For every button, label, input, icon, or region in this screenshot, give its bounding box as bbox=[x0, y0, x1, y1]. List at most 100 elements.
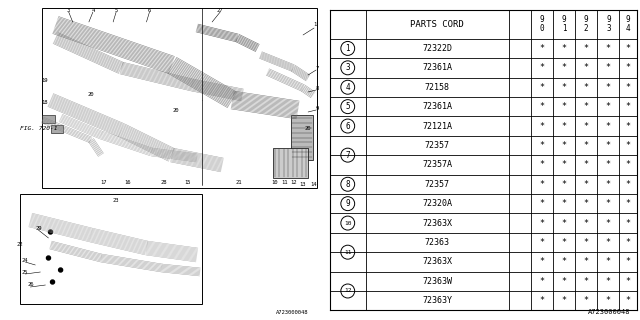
Text: *: * bbox=[606, 180, 611, 189]
Text: 4: 4 bbox=[92, 7, 95, 12]
Text: *: * bbox=[626, 257, 630, 266]
Text: PARTS CORD: PARTS CORD bbox=[410, 20, 464, 29]
Text: A723000048: A723000048 bbox=[276, 310, 308, 315]
Text: 9: 9 bbox=[606, 15, 611, 24]
Text: 72322D: 72322D bbox=[422, 44, 452, 53]
Text: *: * bbox=[540, 277, 544, 286]
Text: 14: 14 bbox=[310, 182, 316, 188]
Text: 10: 10 bbox=[344, 220, 351, 226]
Text: 9: 9 bbox=[346, 199, 350, 208]
Text: 0: 0 bbox=[540, 24, 544, 33]
Text: 3: 3 bbox=[346, 63, 350, 72]
Text: *: * bbox=[584, 257, 589, 266]
Text: *: * bbox=[626, 83, 630, 92]
Text: *: * bbox=[561, 296, 566, 305]
Text: *: * bbox=[561, 141, 566, 150]
Text: 6: 6 bbox=[148, 7, 151, 12]
Text: *: * bbox=[540, 141, 544, 150]
Text: 28: 28 bbox=[161, 180, 167, 185]
Text: 11: 11 bbox=[344, 250, 351, 255]
Text: 72361A: 72361A bbox=[422, 102, 452, 111]
Bar bbox=[291, 115, 313, 160]
Text: 6: 6 bbox=[346, 122, 350, 131]
Bar bbox=[42, 8, 317, 188]
Text: *: * bbox=[626, 180, 630, 189]
Text: *: * bbox=[584, 296, 589, 305]
Text: *: * bbox=[584, 199, 589, 208]
Text: 8: 8 bbox=[346, 180, 350, 189]
Text: *: * bbox=[626, 102, 630, 111]
Text: *: * bbox=[584, 180, 589, 189]
Text: *: * bbox=[540, 219, 544, 228]
Text: *: * bbox=[584, 44, 589, 53]
Text: 72363W: 72363W bbox=[422, 277, 452, 286]
Text: 16: 16 bbox=[124, 180, 131, 185]
Text: *: * bbox=[626, 277, 630, 286]
Text: 20: 20 bbox=[88, 92, 94, 98]
Text: *: * bbox=[606, 199, 611, 208]
Text: 9: 9 bbox=[584, 15, 588, 24]
Text: 72361A: 72361A bbox=[422, 63, 452, 72]
Text: *: * bbox=[540, 63, 544, 72]
Text: 12: 12 bbox=[291, 180, 297, 185]
Text: 9: 9 bbox=[540, 15, 544, 24]
Text: *: * bbox=[561, 44, 566, 53]
Text: 21: 21 bbox=[235, 180, 242, 185]
Text: 72357: 72357 bbox=[425, 141, 450, 150]
Text: *: * bbox=[561, 83, 566, 92]
Text: 15: 15 bbox=[184, 180, 191, 185]
Text: 18: 18 bbox=[41, 100, 48, 106]
Text: *: * bbox=[561, 199, 566, 208]
Bar bbox=[20, 194, 202, 304]
Text: 2: 2 bbox=[584, 24, 588, 33]
Text: *: * bbox=[626, 141, 630, 150]
Text: *: * bbox=[540, 102, 544, 111]
Text: 72158: 72158 bbox=[425, 83, 450, 92]
Text: 3: 3 bbox=[606, 24, 611, 33]
Circle shape bbox=[51, 280, 54, 284]
Bar bbox=[273, 148, 308, 178]
Text: *: * bbox=[561, 277, 566, 286]
Text: 10: 10 bbox=[271, 180, 278, 185]
Text: 4: 4 bbox=[626, 24, 630, 33]
Text: 5: 5 bbox=[346, 102, 350, 111]
Text: *: * bbox=[584, 238, 589, 247]
Text: 72363: 72363 bbox=[425, 238, 450, 247]
Text: 20: 20 bbox=[173, 108, 179, 113]
Text: 1: 1 bbox=[314, 22, 317, 28]
Text: 9: 9 bbox=[626, 15, 630, 24]
Text: 7: 7 bbox=[316, 66, 319, 70]
Text: *: * bbox=[584, 63, 589, 72]
Text: 72121A: 72121A bbox=[422, 122, 452, 131]
Text: *: * bbox=[584, 141, 589, 150]
Text: *: * bbox=[561, 219, 566, 228]
Text: 27: 27 bbox=[217, 7, 223, 12]
Circle shape bbox=[49, 230, 52, 234]
Text: *: * bbox=[626, 296, 630, 305]
Text: 11: 11 bbox=[282, 180, 288, 185]
Text: 72357: 72357 bbox=[425, 180, 450, 189]
Text: *: * bbox=[584, 83, 589, 92]
Text: 8: 8 bbox=[316, 85, 319, 91]
Text: *: * bbox=[561, 160, 566, 169]
Text: *: * bbox=[606, 44, 611, 53]
Text: *: * bbox=[561, 122, 566, 131]
Text: 13: 13 bbox=[300, 182, 307, 188]
Text: *: * bbox=[540, 160, 544, 169]
Text: *: * bbox=[584, 102, 589, 111]
Text: *: * bbox=[540, 122, 544, 131]
Text: *: * bbox=[626, 63, 630, 72]
Text: 72357A: 72357A bbox=[422, 160, 452, 169]
Text: *: * bbox=[540, 257, 544, 266]
Text: 9: 9 bbox=[562, 15, 566, 24]
Text: *: * bbox=[606, 160, 611, 169]
Text: *: * bbox=[540, 199, 544, 208]
Text: *: * bbox=[626, 160, 630, 169]
Text: *: * bbox=[584, 219, 589, 228]
Text: *: * bbox=[606, 122, 611, 131]
Text: 17: 17 bbox=[100, 180, 108, 185]
Text: 20: 20 bbox=[305, 125, 311, 131]
Text: 25: 25 bbox=[22, 269, 29, 275]
Text: *: * bbox=[606, 141, 611, 150]
Text: *: * bbox=[626, 238, 630, 247]
